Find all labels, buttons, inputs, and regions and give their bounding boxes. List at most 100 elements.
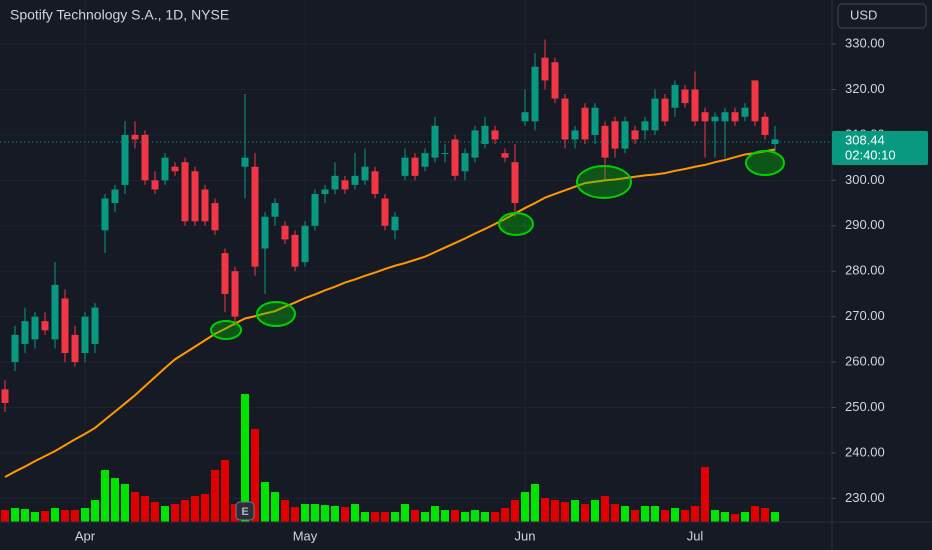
candle-body [101, 198, 109, 231]
candle-body [661, 98, 669, 122]
volume-bar [361, 512, 369, 522]
volume-bar [501, 508, 509, 522]
volume-bar [371, 512, 379, 522]
axis-layer: 230.00 240.00 250.00 260.00 270.00 280.00 290.… [75, 36, 928, 543]
candle-body [701, 112, 709, 122]
volume-bar [231, 504, 239, 522]
highlight-circles [210, 150, 785, 340]
candle-body [751, 80, 759, 122]
last-price-label: 308.44 [845, 132, 885, 147]
candle-body [731, 112, 739, 122]
candle-body [161, 157, 169, 181]
volume-bar [71, 510, 79, 522]
volume-bar [401, 504, 409, 522]
volume-bar [381, 512, 389, 522]
candle-body [81, 316, 89, 353]
candle-body [181, 162, 189, 222]
volume-bar [311, 504, 319, 522]
candle-body [431, 125, 439, 158]
volume-bar [91, 500, 99, 522]
candle-body [331, 175, 339, 190]
volume-bar [611, 504, 619, 522]
candle-body [61, 298, 69, 353]
volume-bar [681, 510, 689, 522]
candle-body [491, 130, 499, 140]
candle-body [11, 334, 19, 363]
overlay-layer [0, 141, 832, 478]
y-tick-label: 240.00 [845, 444, 885, 459]
candle-body [641, 121, 649, 131]
candle-body [31, 316, 39, 340]
candle-body [321, 189, 329, 194]
volume-bar [201, 494, 209, 522]
volume-bar [481, 512, 489, 522]
candle-body [121, 134, 129, 185]
candle-layer [1, 39, 779, 413]
volume-bar [211, 470, 219, 522]
volume-bar [251, 429, 259, 522]
candle-body [511, 162, 519, 204]
y-tick-label: 230.00 [845, 490, 885, 505]
highlight-circle [210, 320, 242, 340]
volume-bar [451, 510, 459, 522]
volume-bar [21, 509, 29, 522]
volume-bar [601, 496, 609, 522]
y-tick-label: 330.00 [845, 36, 885, 51]
candle-body [131, 134, 139, 140]
volume-bar [751, 506, 759, 522]
chart-title: Spotify Technology S.A., 1D, NYSE [10, 7, 229, 23]
volume-bar [651, 506, 659, 522]
volume-bar [531, 484, 539, 522]
volume-bar [581, 504, 589, 522]
candle-body [41, 321, 49, 331]
volume-bar [631, 510, 639, 522]
currency-box[interactable] [837, 3, 927, 29]
volume-bar [61, 510, 69, 522]
volume-bar [691, 506, 699, 522]
earnings-marker[interactable]: E [235, 501, 255, 521]
earnings-icon[interactable]: E [241, 506, 248, 518]
volume-bar [41, 511, 49, 522]
earnings-badge[interactable] [235, 501, 255, 521]
x-tick-label: Jun [515, 528, 536, 543]
volume-bar [351, 504, 359, 522]
candle-body [371, 171, 379, 194]
currency-label[interactable]: USD [850, 7, 877, 22]
candle-body [361, 166, 369, 181]
candle-body [291, 234, 299, 267]
candle-body [451, 139, 459, 176]
candle-body [261, 216, 269, 249]
candle-body [571, 130, 579, 140]
volume-bar [181, 500, 189, 522]
last-price-box [832, 131, 928, 166]
x-tick-label: Jul [687, 528, 704, 543]
candle-body [301, 225, 309, 263]
candle-body [381, 198, 389, 226]
candle-body [721, 112, 729, 122]
candle-body [281, 225, 289, 240]
volume-bar [541, 498, 549, 522]
volume-bar [441, 510, 449, 522]
y-tick-label: 260.00 [845, 354, 885, 369]
y-tick-label: 280.00 [845, 263, 885, 278]
candle-body [151, 180, 159, 190]
volume-bar [191, 496, 199, 522]
candle-body [531, 66, 539, 122]
volume-bar [561, 502, 569, 522]
candle-body [761, 116, 769, 135]
candle-body [221, 253, 229, 294]
volume-bar [771, 512, 779, 522]
volume-bar [521, 492, 529, 522]
volume-bar [721, 512, 729, 522]
candle-body [691, 89, 699, 122]
candle-body [581, 107, 589, 140]
y-tick-label: 300.00 [845, 172, 885, 187]
volume-bar [31, 512, 39, 522]
volume-bar [661, 510, 669, 522]
volume-bar [701, 467, 709, 522]
candle-body [501, 153, 509, 158]
candle-body [251, 166, 259, 267]
volume-bar [411, 510, 419, 522]
candle-body [481, 125, 489, 145]
volume-bar [101, 470, 109, 522]
